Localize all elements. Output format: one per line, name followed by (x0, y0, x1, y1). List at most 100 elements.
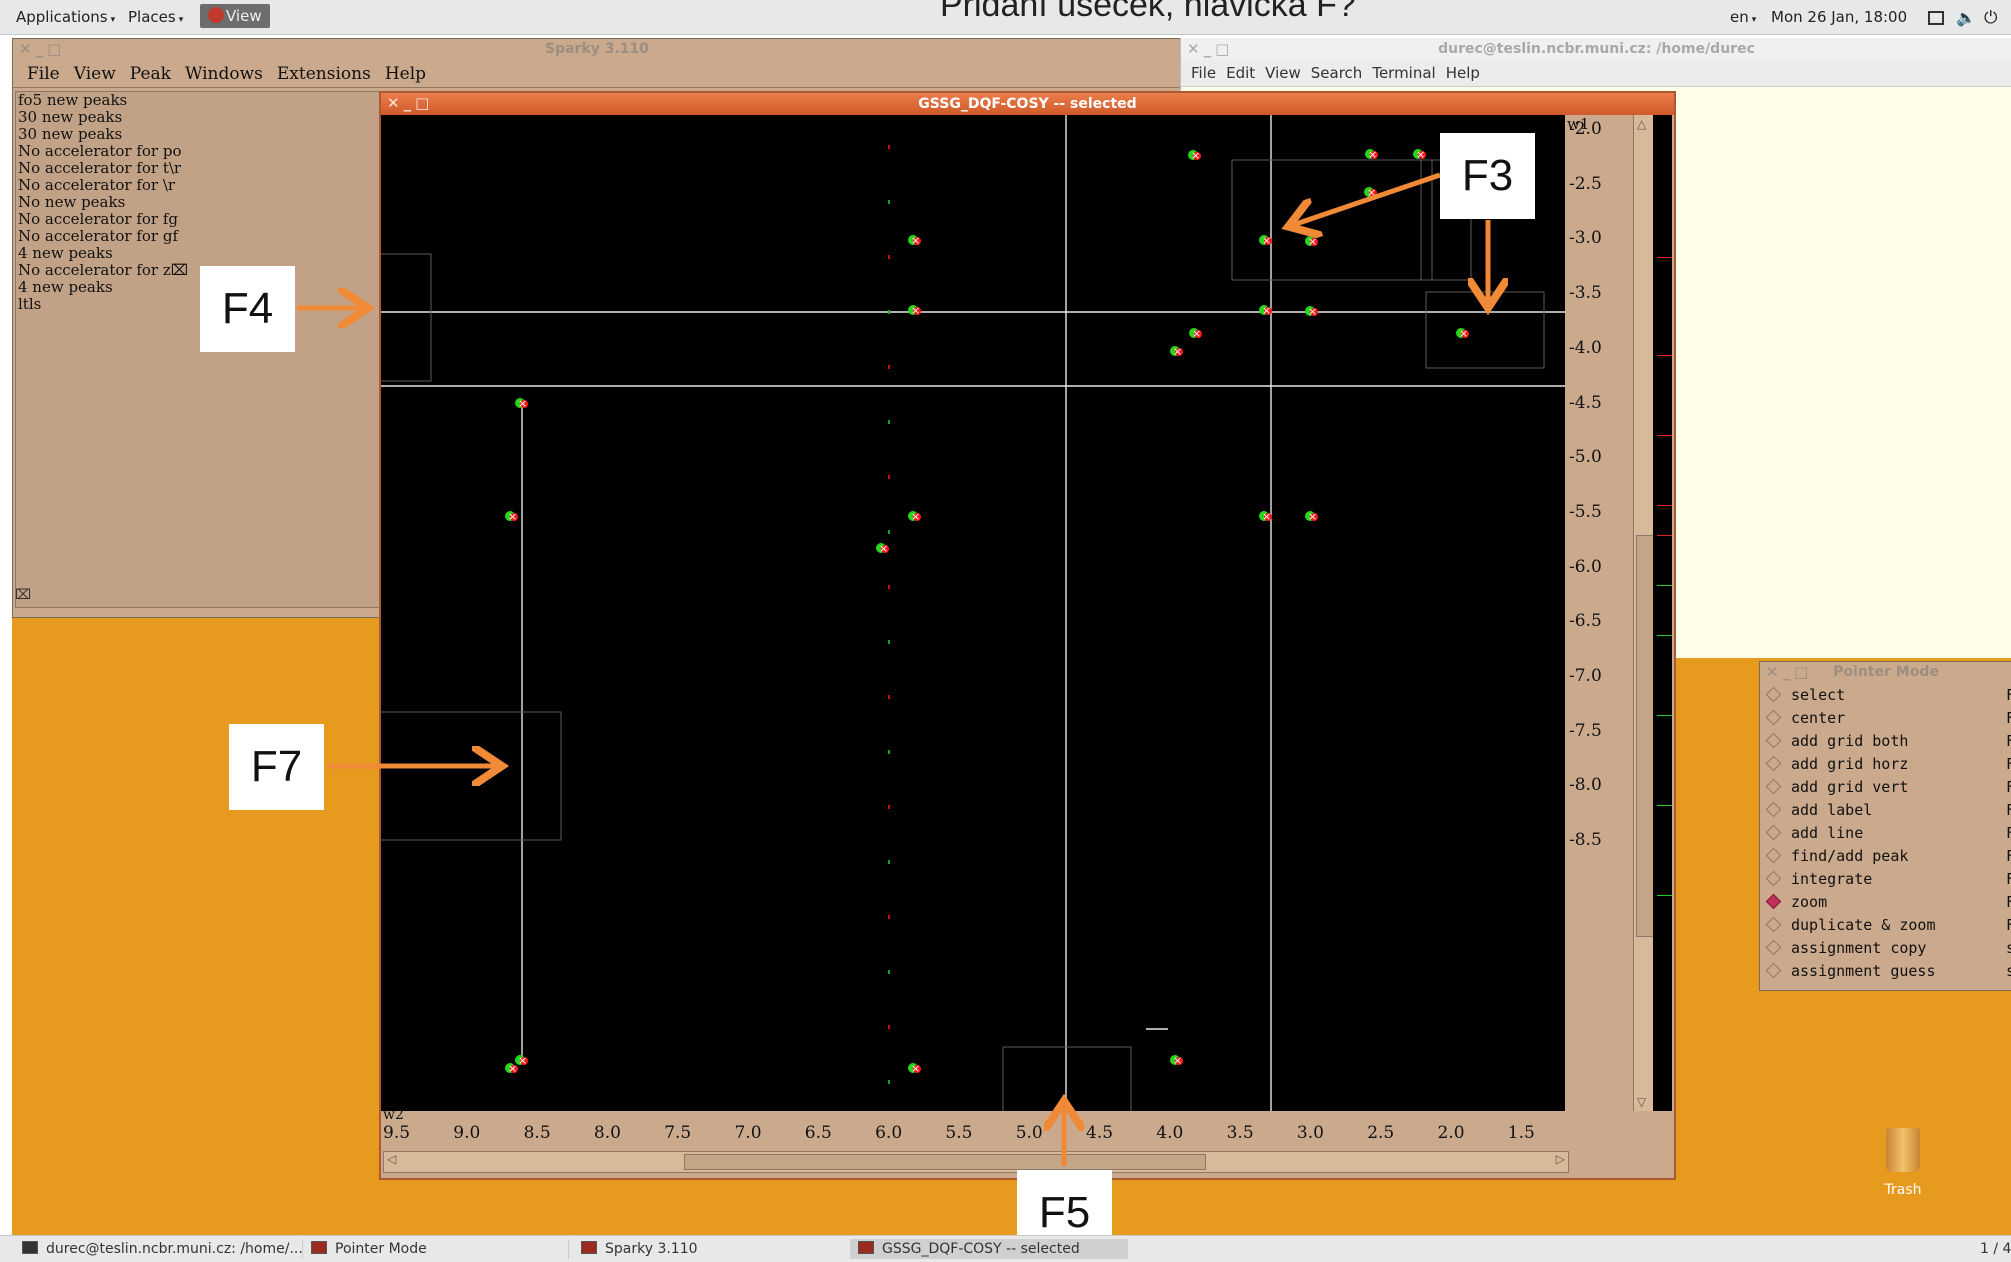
volume-icon[interactable]: 🔈 (1956, 8, 1976, 27)
scroll-down-icon[interactable]: ▽ (1637, 1095, 1647, 1109)
pointer-mode-option[interactable]: zoom F11 (1765, 893, 2011, 911)
trash-icon (1886, 1128, 1920, 1172)
peak-contour (913, 1065, 921, 1073)
menu-file[interactable]: File (27, 64, 60, 84)
scroll-right-icon[interactable]: ▷ (1555, 1152, 1565, 1166)
scroll-up-icon[interactable]: △ (1637, 117, 1647, 131)
window-controls[interactable]: ✕_□ (1766, 663, 1813, 681)
w2-tick-label: 7.0 (734, 1123, 762, 1143)
window-controls[interactable]: ✕_□ (387, 94, 434, 112)
pointer-mode-shortcut: F2 (2006, 709, 2011, 727)
workspace-indicator[interactable]: 1 / 4 (1980, 1241, 2011, 1257)
noise-speck (888, 475, 890, 479)
noise-speck (888, 310, 890, 314)
terminal-menubar: File Edit View Search Terminal Help (1181, 60, 2011, 87)
menu-view[interactable]: View (1265, 64, 1301, 82)
peak-marker: × (1308, 235, 1317, 248)
window-controls[interactable]: ✕_□ (19, 40, 66, 58)
menu-view[interactable]: View (73, 64, 116, 84)
taskbar-item-sparky[interactable]: Sparky 3.110 (568, 1239, 698, 1259)
w1-tick-label: -6.5 (1569, 611, 1602, 632)
taskbar-item-terminal[interactable]: durec@teslin.ncbr.muni.cz: /home/... (22, 1239, 303, 1259)
noise-speck (888, 915, 890, 919)
peak-contour (1310, 513, 1318, 521)
menu-search[interactable]: Search (1310, 64, 1363, 82)
menu-windows[interactable]: Windows (184, 64, 263, 84)
spectrum-plot[interactable]: ×××××××××××××××××××××××××× (381, 115, 1565, 1111)
log-line: No accelerator for gf (18, 227, 179, 245)
noise-speck (888, 585, 890, 589)
pointer-mode-option[interactable]: assignment copy sh-F1 (1765, 939, 2011, 957)
w1-tick-label: -4.0 (1569, 337, 1602, 358)
menu-help[interactable]: Help (384, 64, 427, 84)
pointer-mode-option[interactable]: add grid both F3 (1765, 732, 2011, 750)
taskbar-item-pointer-mode[interactable]: Pointer Mode (302, 1239, 427, 1259)
pointer-mode-label: assignment copy (1791, 939, 1927, 957)
terminal-icon (22, 1241, 38, 1254)
command-input[interactable]: ⌧ (15, 587, 32, 603)
pointer-mode-option[interactable]: add label F6 (1765, 801, 2011, 819)
network-icon[interactable] (1928, 11, 1944, 25)
log-line: No accelerator for z⌧ (18, 261, 189, 279)
peak-marker: × (911, 1062, 920, 1075)
peak-contour (1193, 152, 1201, 160)
horizontal-scroll-thumb[interactable] (684, 1154, 1206, 1170)
menu-peak[interactable]: Peak (129, 64, 171, 84)
window-controls[interactable]: ✕_□ (1187, 40, 1234, 58)
overlay-title: Přidání úseček, hlavička F? (940, 0, 1356, 24)
pointer-mode-shortcut: F7 (2006, 824, 2011, 842)
noise-speck (888, 365, 890, 369)
applications-menu[interactable]: Applications ▾ (16, 8, 116, 26)
peak-contour (1310, 308, 1318, 316)
pointer-mode-option[interactable]: add line F7 (1765, 824, 2011, 842)
contour-level-bar (1653, 115, 1672, 1111)
taskbar-item-spectrum[interactable]: GSSG_DQF-COSY -- selected (850, 1239, 1128, 1259)
menu-extensions[interactable]: Extensions (276, 64, 371, 84)
w2-tick-label: 6.5 (804, 1123, 832, 1143)
w1-tick-label: -2.5 (1569, 173, 1602, 194)
pointer-mode-option[interactable]: duplicate & zoom F12 (1765, 916, 2011, 934)
peak-marker: × (518, 1054, 527, 1067)
menu-help[interactable]: Help (1445, 64, 1480, 82)
scroll-left-icon[interactable]: ◁ (387, 1152, 397, 1166)
noise-speck (888, 695, 890, 699)
w1-tick-label: -6.0 (1569, 556, 1602, 577)
noise-speck (888, 1025, 890, 1029)
spectrum-titlebar[interactable]: ✕_□ GSSG_DQF-COSY -- selected (381, 93, 1674, 115)
pointer-mode-shortcut: F5 (2006, 778, 2011, 796)
peak-marker: × (1173, 1054, 1182, 1067)
pointer-mode-option[interactable]: add grid horz F4 (1765, 755, 2011, 773)
places-menu[interactable]: Places ▾ (128, 8, 184, 26)
pointer-mode-option[interactable]: add grid vert F5 (1765, 778, 2011, 796)
power-icon[interactable]: ⏻ (1984, 8, 1998, 28)
vertical-scrollbar[interactable]: △ ▽ (1633, 115, 1654, 1111)
w1-tick-label: -3.5 (1569, 283, 1602, 304)
peak-marker: × (911, 304, 920, 317)
pointer-mode-option[interactable]: assignment guess sh-F2 (1765, 962, 2011, 980)
pointer-mode-option[interactable]: find/add peak F8 (1765, 847, 2011, 865)
w2-tick-label: 9.5 (383, 1123, 411, 1143)
menu-file[interactable]: File (1191, 64, 1217, 82)
language-indicator[interactable]: en ▾ (1730, 8, 1757, 26)
noise-speck (888, 1080, 890, 1084)
pointer-mode-label: add grid both (1791, 732, 1909, 750)
f7-callout: F7 (229, 724, 324, 810)
pointer-mode-label: zoom (1791, 893, 1828, 911)
horizontal-scrollbar[interactable]: ◁ ▷ (383, 1151, 1569, 1173)
clock[interactable]: Mon 26 Jan, 18:00 (1771, 8, 1908, 26)
peak-marker: × (1173, 345, 1182, 358)
terminal-titlebar[interactable]: ✕_□ durec@teslin.ncbr.muni.cz: /home/dur… (1181, 38, 2011, 60)
noise-speck (888, 640, 890, 644)
pointer-mode-option[interactable]: center F2 (1765, 709, 2011, 727)
w1-tick-label: -5.5 (1569, 501, 1602, 522)
view-menu[interactable]: View (200, 4, 270, 28)
sparky-titlebar[interactable]: ✕_□ Sparky 3.110 (13, 39, 1181, 59)
pointer-mode-option[interactable]: integrate F10 (1765, 870, 2011, 888)
pointer-mode-titlebar[interactable]: ✕_□ Pointer Mode (1760, 662, 2011, 682)
menu-terminal[interactable]: Terminal (1372, 64, 1436, 82)
pointer-mode-option[interactable]: select F1 (1765, 686, 2011, 704)
w2-tick-label: 8.0 (593, 1123, 621, 1143)
pointer-mode-shortcut: sh-F1 (2006, 939, 2011, 957)
menu-edit[interactable]: Edit (1226, 64, 1256, 82)
